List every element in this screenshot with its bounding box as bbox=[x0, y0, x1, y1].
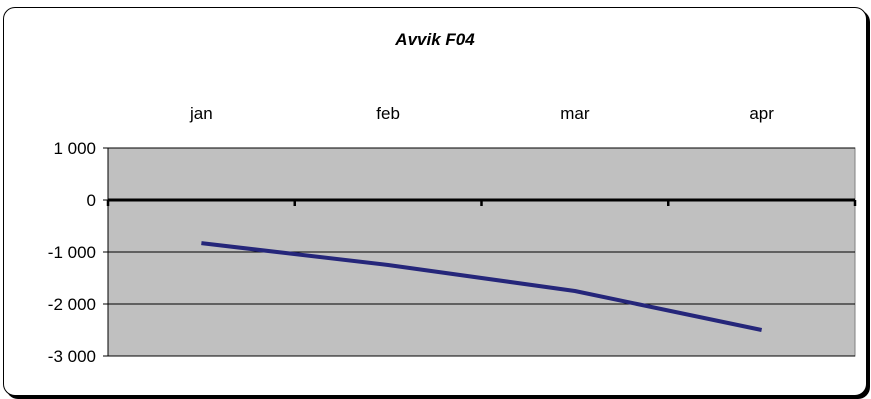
y-tick-label: -3 000 bbox=[48, 347, 96, 366]
chart-title: Avvik F04 bbox=[394, 30, 475, 49]
x-category-label: jan bbox=[189, 104, 213, 123]
gridlines bbox=[103, 147, 855, 357]
x-category-label: apr bbox=[749, 104, 774, 123]
y-tick-label: 0 bbox=[87, 191, 96, 210]
y-tick-label: 1 000 bbox=[53, 139, 96, 158]
x-category-label: mar bbox=[560, 104, 590, 123]
y-axis-tick-labels: 1 000 0 -1 000 -2 000 -3 000 bbox=[48, 139, 96, 366]
series-line bbox=[201, 241, 763, 332]
zero-axis bbox=[106, 198, 857, 206]
x-category-label: feb bbox=[376, 104, 400, 123]
y-tick-label: -1 000 bbox=[48, 243, 96, 262]
series-layer bbox=[201, 241, 763, 332]
y-tick-label: -2 000 bbox=[48, 295, 96, 314]
x-axis-category-labels: jan feb mar apr bbox=[189, 104, 774, 123]
